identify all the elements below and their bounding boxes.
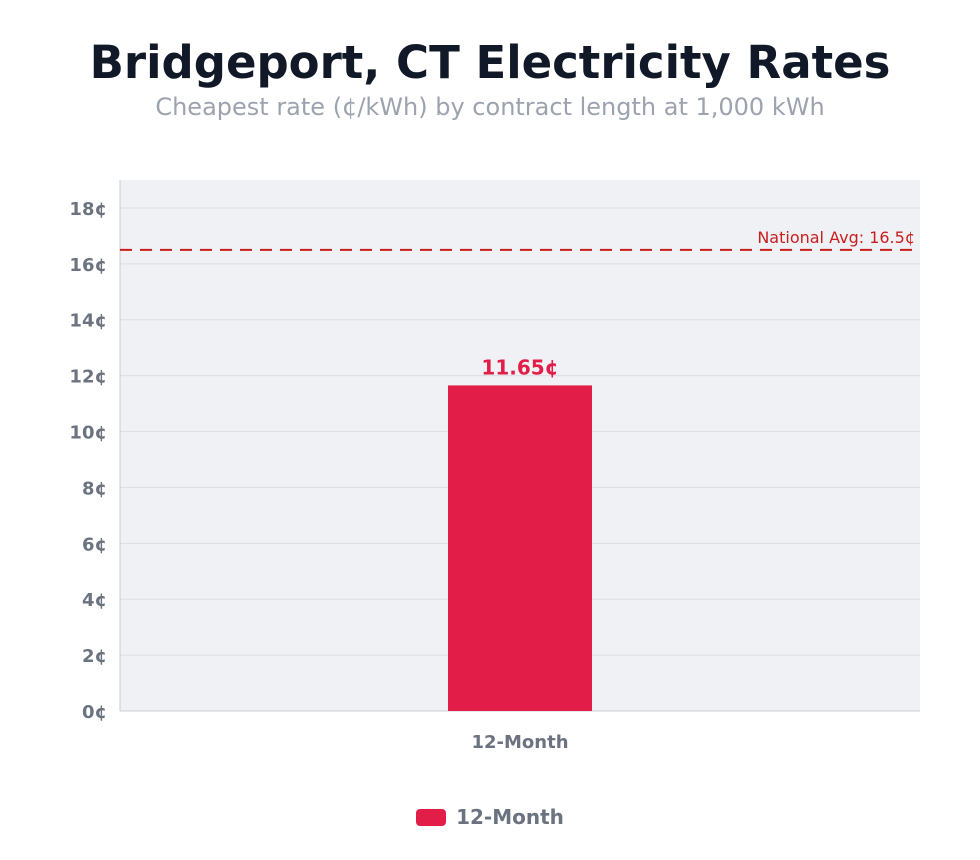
legend-swatch bbox=[416, 808, 447, 826]
bar bbox=[448, 385, 592, 711]
y-tick-label: 8¢ bbox=[82, 478, 107, 499]
y-tick-label: 0¢ bbox=[82, 702, 107, 723]
y-tick-label: 16¢ bbox=[69, 255, 107, 276]
y-tick-label: 10¢ bbox=[69, 423, 107, 444]
y-tick-label: 14¢ bbox=[69, 311, 107, 332]
y-tick-label: 4¢ bbox=[82, 590, 107, 611]
national-average-label: National Avg: 16.5¢ bbox=[757, 228, 915, 247]
y-tick-label: 18¢ bbox=[69, 199, 107, 220]
y-tick-label: 2¢ bbox=[82, 646, 107, 667]
legend-label: 12-Month bbox=[456, 805, 564, 829]
y-tick-label: 12¢ bbox=[69, 367, 107, 388]
chart-title: Bridgeport, CT Electricity Rates bbox=[89, 36, 891, 89]
y-tick-label: 6¢ bbox=[82, 534, 107, 555]
legend: 12-Month bbox=[0, 800, 980, 834]
chart-subtitle: Cheapest rate (¢/kWh) by contract length… bbox=[155, 93, 825, 121]
x-tick-label: 12-Month bbox=[471, 732, 568, 753]
bar-data-label: 11.65¢ bbox=[481, 355, 558, 379]
